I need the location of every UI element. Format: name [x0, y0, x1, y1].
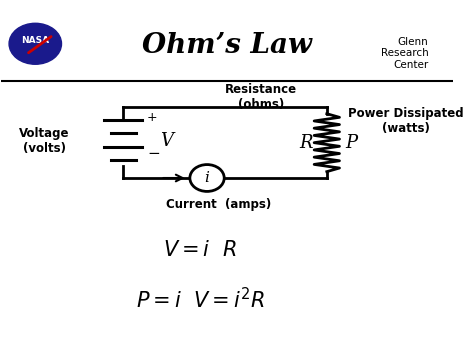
Text: R: R [300, 134, 313, 152]
Text: Voltage
(volts): Voltage (volts) [19, 127, 70, 155]
Text: Glenn
Research
Center: Glenn Research Center [381, 37, 428, 70]
Circle shape [9, 23, 62, 64]
Text: −: − [147, 146, 160, 161]
Text: P: P [346, 134, 358, 152]
Text: Resistance
(ohms): Resistance (ohms) [225, 83, 297, 111]
Text: i: i [205, 171, 210, 185]
Text: NASA: NASA [21, 36, 49, 46]
Text: V: V [160, 132, 173, 150]
Text: +: + [147, 111, 157, 125]
Text: Ohm’s Law: Ohm’s Law [143, 32, 312, 59]
Text: Power Dissipated
(watts): Power Dissipated (watts) [348, 108, 464, 136]
Circle shape [190, 164, 224, 192]
Text: $\mathit{V = i}\ \ \mathit{R}$: $\mathit{V = i}\ \ \mathit{R}$ [164, 240, 237, 260]
Text: $\mathit{P = i}\ \ \mathit{V = i}^{\mathit{2}}\mathit{R}$: $\mathit{P = i}\ \ \mathit{V = i}^{\math… [136, 287, 265, 313]
Text: Current  (amps): Current (amps) [166, 198, 271, 211]
